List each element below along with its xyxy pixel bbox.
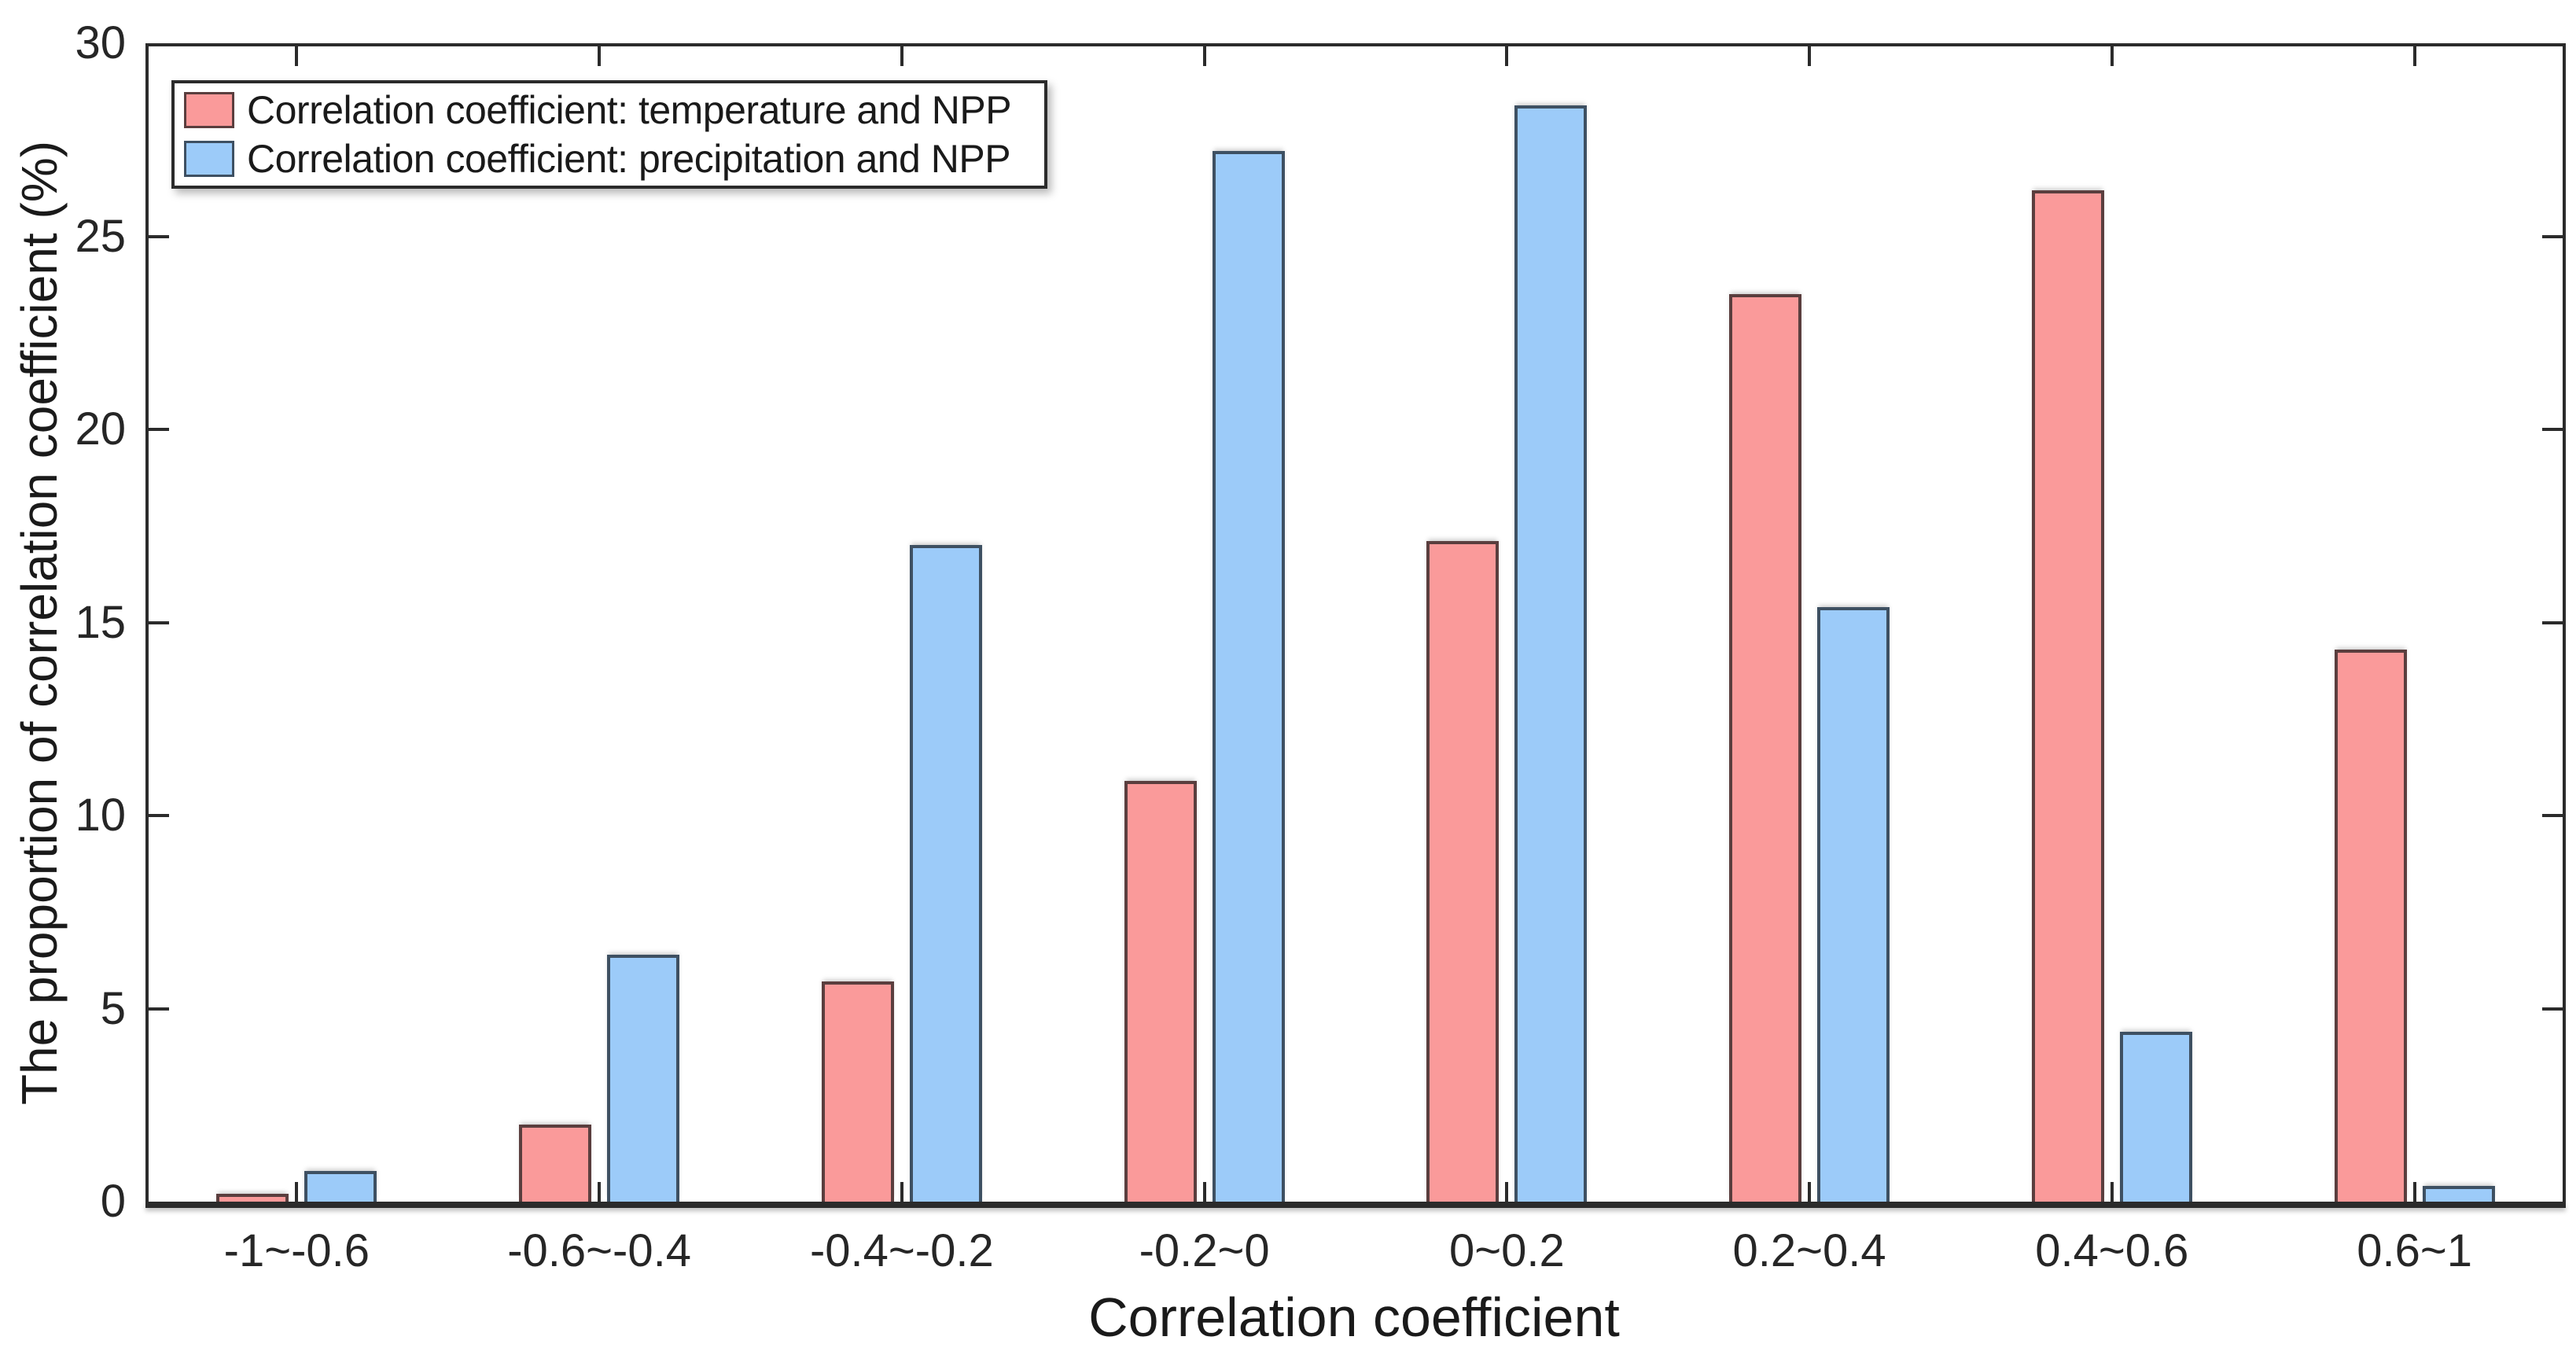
x-tick-label-7: 0.6~1 — [2357, 1225, 2472, 1276]
x-tick-bottom-0 — [295, 1182, 299, 1202]
x-tick-label-6: 0.4~0.6 — [2035, 1225, 2189, 1276]
x-tick-label-1: -0.6~-0.4 — [507, 1225, 691, 1276]
x-tick-top-2 — [900, 46, 903, 66]
x-tick-label-3: -0.2~0 — [1139, 1225, 1270, 1276]
bar-temperature-3 — [1124, 780, 1197, 1202]
bar-temperature-6 — [2031, 190, 2104, 1202]
y-tick-right-10 — [2542, 814, 2563, 817]
bar-precipitation-4 — [1514, 105, 1588, 1202]
x-tick-top-3 — [1202, 46, 1206, 66]
plot-border-left — [145, 43, 149, 1208]
y-tick-label-15: 15 — [75, 596, 126, 648]
x-tick-top-1 — [598, 46, 602, 66]
bar-temperature-7 — [2334, 649, 2407, 1202]
x-tick-bottom-1 — [598, 1182, 602, 1202]
x-tick-bottom-6 — [2110, 1182, 2114, 1202]
x-tick-top-5 — [1808, 46, 1812, 66]
x-tick-label-4: 0~0.2 — [1448, 1225, 1565, 1276]
x-tick-label-2: -0.4~-0.2 — [809, 1225, 994, 1276]
x-tick-label-0: -1~-0.6 — [223, 1225, 370, 1276]
y-tick-label-0: 0 — [100, 1176, 126, 1227]
bar-temperature-2 — [821, 981, 894, 1202]
bar-temperature-4 — [1426, 541, 1500, 1202]
bar-precipitation-1 — [607, 954, 680, 1202]
y-tick-left-25 — [149, 234, 169, 238]
y-tick-left-5 — [149, 1007, 169, 1011]
y-tick-right-25 — [2542, 234, 2563, 238]
legend: Correlation coefficient: temperature and… — [171, 80, 1047, 189]
x-tick-top-6 — [2110, 46, 2114, 66]
bar-precipitation-3 — [1212, 151, 1285, 1202]
y-tick-right-20 — [2542, 428, 2563, 431]
y-tick-label-30: 30 — [75, 17, 126, 68]
y-tick-label-5: 5 — [100, 982, 126, 1034]
legend-swatch-temperature-icon — [184, 92, 234, 128]
x-tick-bottom-2 — [900, 1182, 903, 1202]
bar-precipitation-0 — [304, 1170, 377, 1202]
bar-precipitation-2 — [909, 545, 982, 1202]
x-axis-baseline — [145, 1202, 2566, 1208]
y-tick-label-10: 10 — [75, 790, 126, 841]
bar-precipitation-5 — [1817, 606, 1890, 1202]
x-tick-top-4 — [1505, 46, 1509, 66]
bar-temperature-5 — [1729, 294, 1802, 1202]
legend-swatch-precipitation-icon — [184, 141, 234, 177]
bar-precipitation-7 — [2422, 1186, 2495, 1202]
x-tick-bottom-4 — [1505, 1182, 1509, 1202]
bar-temperature-1 — [519, 1124, 592, 1202]
x-tick-bottom-7 — [2412, 1182, 2416, 1202]
y-tick-right-5 — [2542, 1007, 2563, 1011]
y-axis-title: The proportion of correlation coefficien… — [11, 140, 68, 1106]
x-tick-top-7 — [2412, 46, 2416, 66]
plot-border-right — [2563, 43, 2566, 1208]
x-tick-bottom-5 — [1808, 1182, 1812, 1202]
x-tick-top-0 — [295, 46, 299, 66]
x-tick-label-5: 0.2~0.4 — [1732, 1225, 1886, 1276]
bar-precipitation-6 — [2119, 1031, 2192, 1202]
y-tick-label-20: 20 — [75, 403, 126, 455]
legend-label-temperature: Correlation coefficient: temperature and… — [247, 88, 1012, 132]
bar-temperature-0 — [216, 1194, 289, 1202]
y-tick-left-10 — [149, 814, 169, 817]
y-tick-right-15 — [2542, 620, 2563, 624]
plot-border-top — [145, 43, 2566, 46]
legend-item-precipitation: Correlation coefficient: precipitation a… — [184, 139, 1044, 179]
legend-label-precipitation: Correlation coefficient: precipitation a… — [247, 137, 1011, 181]
y-tick-left-20 — [149, 428, 169, 431]
x-tick-bottom-3 — [1202, 1182, 1206, 1202]
y-tick-label-25: 25 — [75, 210, 126, 262]
legend-item-temperature: Correlation coefficient: temperature and… — [184, 90, 1044, 130]
x-axis-title: Correlation coefficient — [1088, 1287, 1620, 1348]
y-tick-left-15 — [149, 620, 169, 624]
